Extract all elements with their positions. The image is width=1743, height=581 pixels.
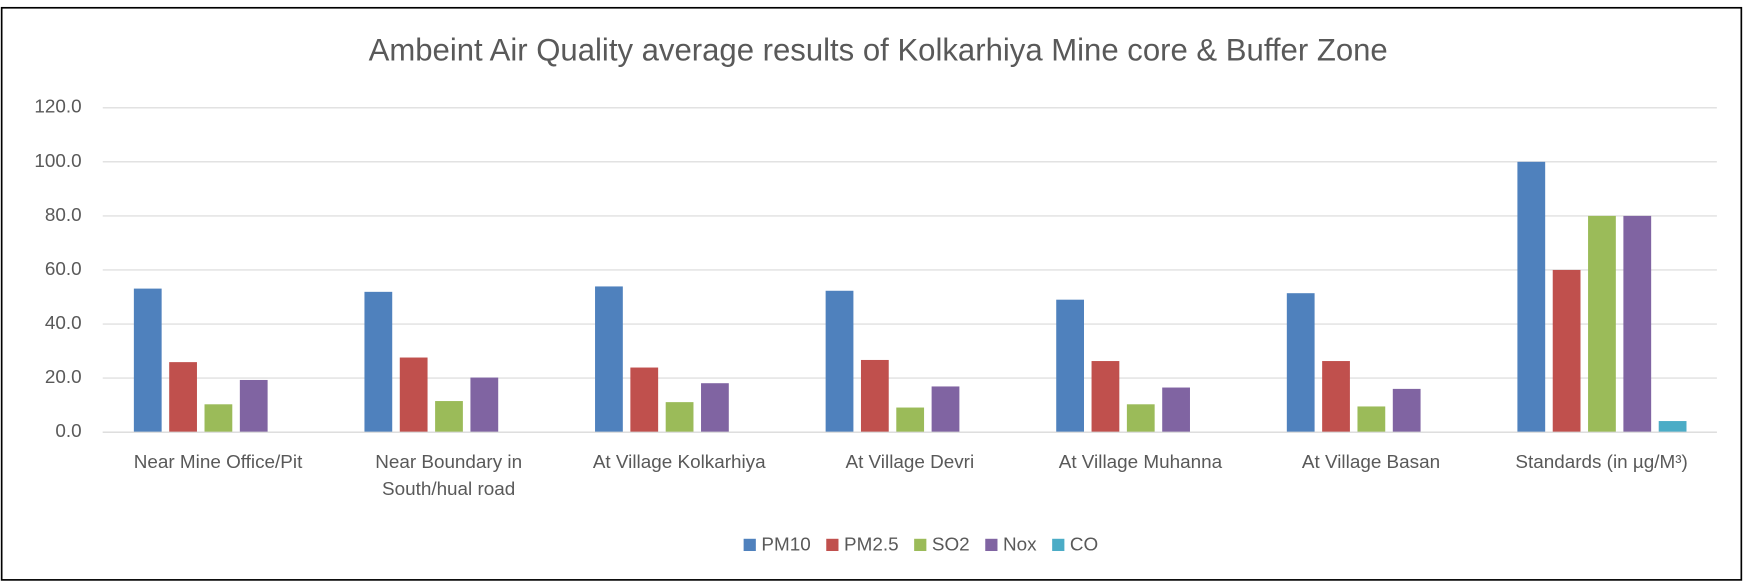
bar xyxy=(665,402,694,433)
legend-label: PM2.5 xyxy=(844,534,899,555)
chart-frame xyxy=(0,6,1743,581)
bar xyxy=(204,404,233,433)
bar xyxy=(860,359,889,433)
bar xyxy=(595,286,623,433)
legend-swatch xyxy=(1052,538,1065,552)
x-tick-label: Near Mine Office/Pit xyxy=(134,452,303,473)
bar xyxy=(1286,293,1315,433)
bar xyxy=(1392,388,1421,433)
bar xyxy=(133,288,162,433)
x-tick-label: At Village Kolkarhiya xyxy=(593,452,766,473)
bar xyxy=(1091,361,1120,433)
legend-swatch xyxy=(826,538,839,552)
bar xyxy=(1517,161,1546,433)
legend-swatch xyxy=(743,538,756,552)
y-tick-label: 40.0 xyxy=(45,313,82,334)
bar xyxy=(1658,421,1687,433)
bar xyxy=(630,367,659,433)
bar xyxy=(1623,215,1652,433)
legend-label: SO2 xyxy=(932,534,970,555)
y-tick-label: 80.0 xyxy=(45,205,82,226)
x-tick-label: Standards (in µg/M³) xyxy=(1515,452,1687,473)
legend-swatch xyxy=(914,538,927,552)
bar xyxy=(470,377,499,433)
bar xyxy=(1552,269,1581,433)
chart-title: Ambeint Air Quality average results of K… xyxy=(369,32,1388,67)
legend-label: Nox xyxy=(1003,534,1037,555)
bar xyxy=(169,362,197,433)
bar xyxy=(825,290,854,433)
x-tick-label: At Village Muhanna xyxy=(1059,452,1223,473)
y-tick-label: 120.0 xyxy=(34,97,81,118)
bar xyxy=(239,379,268,433)
x-tick-label: Near Boundary in South/hual road xyxy=(375,452,522,500)
bar xyxy=(364,291,393,433)
bar xyxy=(399,357,428,433)
bar xyxy=(435,401,463,433)
x-tick-label: At Village Basan xyxy=(1302,452,1440,473)
bar xyxy=(1322,361,1350,433)
bar xyxy=(1056,299,1084,433)
bar xyxy=(931,386,960,433)
y-tick-label: 20.0 xyxy=(45,367,82,388)
legend-label: PM10 xyxy=(761,534,810,555)
bar xyxy=(1357,406,1386,433)
y-tick-label: 100.0 xyxy=(34,151,81,172)
bar xyxy=(701,383,729,433)
bar xyxy=(1126,404,1155,433)
legend-swatch xyxy=(985,538,998,552)
legend-label: CO xyxy=(1070,534,1098,555)
y-tick-label: 0.0 xyxy=(55,421,81,442)
y-tick-label: 60.0 xyxy=(45,259,82,280)
bar xyxy=(896,407,925,433)
bar xyxy=(1162,387,1190,433)
bar xyxy=(1588,215,1616,433)
x-tick-label: At Village Devri xyxy=(845,452,974,473)
